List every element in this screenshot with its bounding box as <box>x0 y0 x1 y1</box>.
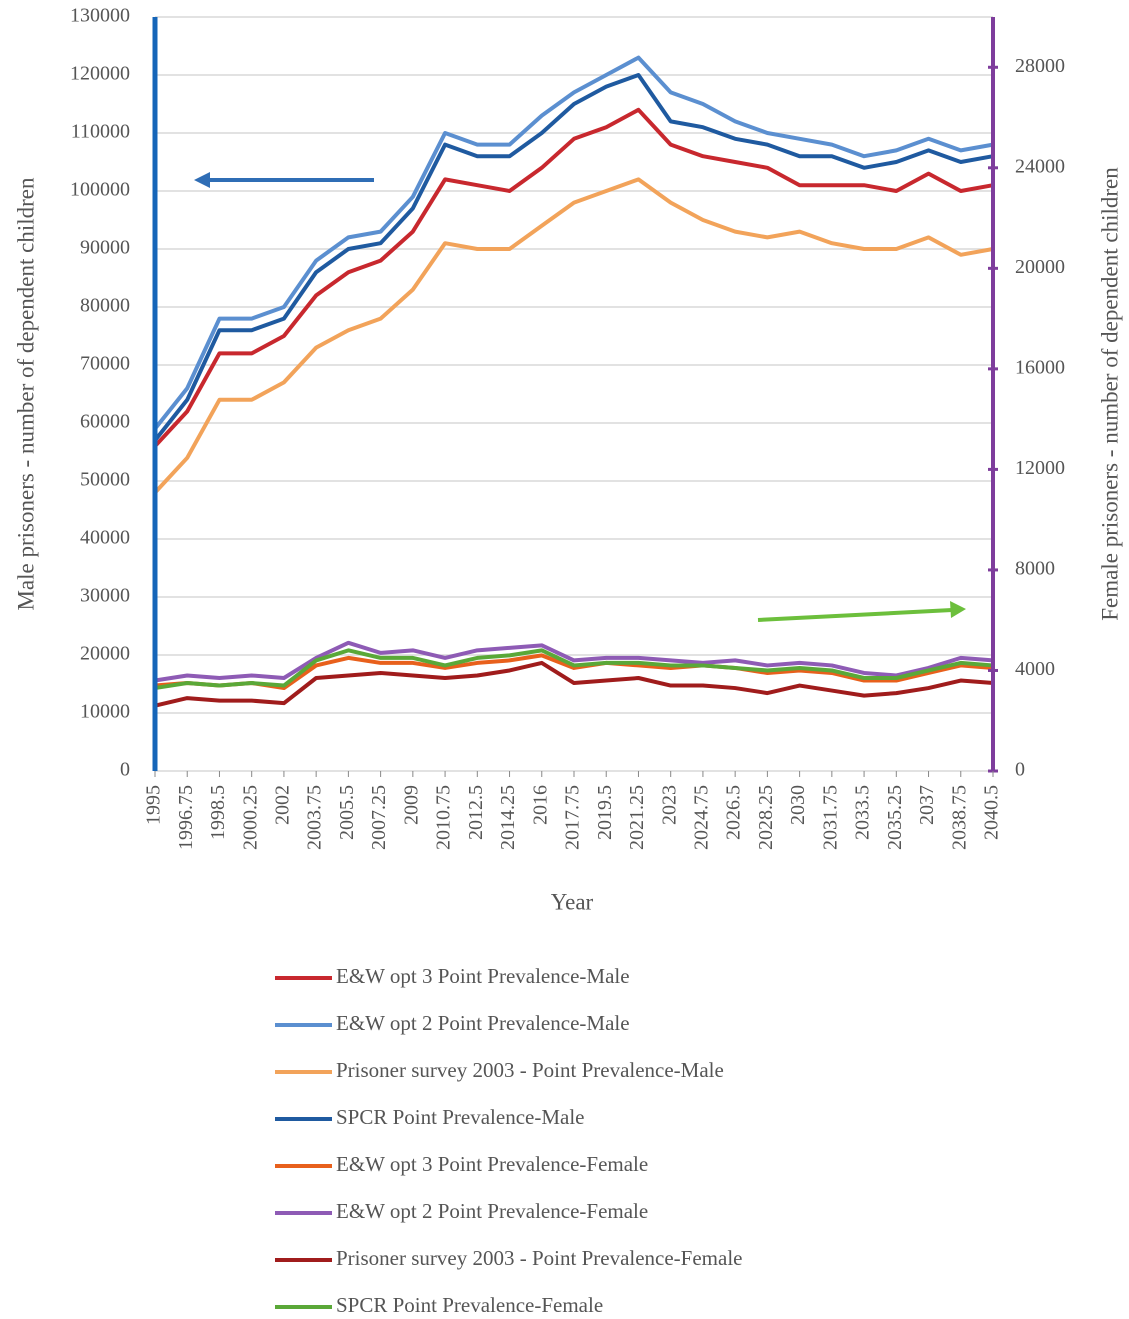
x-tick-label: 2033.5 <box>852 785 874 840</box>
series-line <box>153 55 994 431</box>
x-tick-label: 2019.5 <box>594 785 616 840</box>
x-tick-label: 1998.5 <box>207 785 229 840</box>
y2-tick-label: 20000 <box>1015 256 1065 278</box>
legend-label: SPCR Point Prevalence-Male <box>336 1105 584 1129</box>
legend-label: E&W opt 3 Point Prevalence-Male <box>336 964 630 988</box>
x-axis-title: Year <box>551 889 594 914</box>
y-tick-label: 100000 <box>70 179 130 201</box>
x-tick-label: 2002 <box>272 785 294 825</box>
legend-label: E&W opt 3 Point Prevalence-Female <box>336 1152 648 1176</box>
x-tick-label: 2009 <box>400 785 422 825</box>
y2-tick-label: 4000 <box>1015 658 1055 680</box>
legend-label: Prisoner survey 2003 - Point Prevalence-… <box>336 1058 724 1082</box>
y-tick-label: 30000 <box>80 585 130 607</box>
x-tick-label: 2026.5 <box>723 785 745 840</box>
grid <box>155 16 993 772</box>
x-tick-label: 2014.25 <box>497 785 519 850</box>
series-line <box>154 660 994 708</box>
x-tick-label: 2005.5 <box>336 785 358 840</box>
x-tick-label: 2040.5 <box>981 785 1003 840</box>
y2-tick-label: 16000 <box>1015 356 1065 378</box>
y-tick-label: 0 <box>120 759 130 781</box>
series-line <box>153 177 994 494</box>
y-tick-label: 110000 <box>71 121 130 143</box>
legend-label: E&W opt 2 Point Prevalence-Male <box>336 1011 630 1035</box>
y2-tick-label: 12000 <box>1015 457 1065 479</box>
legend-label: SPCR Point Prevalence-Female <box>336 1293 603 1317</box>
y-tick-label: 20000 <box>80 643 130 665</box>
x-tick-label: 1995 <box>143 785 165 825</box>
legend-label: E&W opt 2 Point Prevalence-Female <box>336 1199 648 1223</box>
y2-tick-label: 0 <box>1015 759 1025 781</box>
x-tick-label: 2037 <box>916 785 938 825</box>
y-tick-label: 130000 <box>70 5 130 27</box>
series-line <box>154 653 994 691</box>
y-tick-label: 60000 <box>80 411 130 433</box>
y2-tick-label: 28000 <box>1015 55 1065 77</box>
series-line <box>154 640 994 683</box>
x-tick-label: 1996.75 <box>175 785 197 850</box>
y-axis-title: Male prisoners - number of dependent chi… <box>13 177 38 611</box>
x-tick-label: 2007.25 <box>368 785 390 850</box>
x-tick-label: 2024.75 <box>691 785 713 850</box>
right-arrow <box>757 601 966 622</box>
series-line <box>153 107 994 448</box>
x-tick-label: 2016 <box>529 785 551 825</box>
left-arrow <box>194 172 374 188</box>
y-tick-label: 70000 <box>80 353 130 375</box>
series-line <box>153 73 994 442</box>
legend-label: Prisoner survey 2003 - Point Prevalence-… <box>336 1246 743 1270</box>
plot <box>153 55 994 708</box>
x-tick-label: 2003.75 <box>304 785 326 850</box>
y-tick-label: 50000 <box>80 469 130 491</box>
x-tick-label: 2030 <box>787 785 809 825</box>
y2-axis-title: Female prisoners - number of dependent c… <box>1097 167 1122 621</box>
y2-tick-label: 8000 <box>1015 558 1055 580</box>
x-tick-label: 2010.75 <box>433 785 455 850</box>
y-tick-label: 80000 <box>80 295 130 317</box>
x-tick-label: 2035.25 <box>884 785 906 850</box>
series-line <box>154 648 994 691</box>
x-tick-label: 2000.25 <box>239 785 261 850</box>
x-tick-label: 2012.5 <box>465 785 487 840</box>
x-tick-label: 2021.25 <box>626 785 648 850</box>
y2-tick-label: 24000 <box>1015 155 1065 177</box>
y-tick-label: 90000 <box>80 237 130 259</box>
x-tick-label: 2031.75 <box>819 785 841 850</box>
x-tick-label: 2023 <box>658 785 680 825</box>
x-tick-label: 2028.25 <box>755 785 777 850</box>
y-tick-label: 40000 <box>80 527 130 549</box>
y-tick-label: 10000 <box>80 701 130 723</box>
y-tick-label: 120000 <box>70 63 130 85</box>
x-tick-label: 2038.75 <box>948 785 970 850</box>
x-tick-label: 2017.75 <box>562 785 584 850</box>
